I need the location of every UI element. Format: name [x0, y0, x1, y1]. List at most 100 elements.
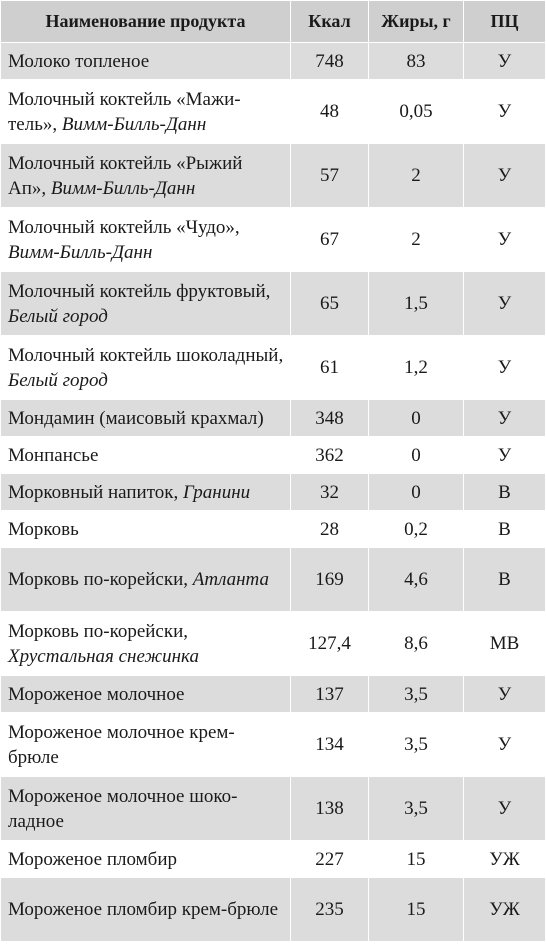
- manufacturer: Вимм-Билль-Данн: [8, 241, 153, 263]
- product-name-cell: Морковь по-корейски, Хрустальная снежинк…: [0, 611, 291, 676]
- product-name-cell: Мороженое молочное шоко-ладное: [0, 776, 291, 841]
- kcal-cell: 235: [290, 877, 369, 942]
- pc-cell: У: [463, 776, 546, 841]
- product-name-cell: Молочный коктейль фруктовый, Белый город: [0, 271, 291, 336]
- table-row: Мороженое пломбир 227 15 УЖ: [0, 840, 546, 878]
- product-name: Молочный коктейль «Рыжий Ап»,: [8, 152, 243, 199]
- pc-cell: У: [463, 675, 546, 713]
- pc-cell: УЖ: [463, 877, 546, 942]
- pc-cell: УЖ: [463, 840, 546, 878]
- table-row: Мондамин (маисовый крахмал) 348 0 У: [0, 399, 546, 437]
- fat-cell: 0,2: [368, 510, 464, 548]
- manufacturer: Вимм-Билль-Данн: [61, 113, 207, 135]
- fat-cell: 2: [368, 207, 464, 272]
- kcal-cell: 48: [290, 79, 369, 144]
- product-name: Мондамин (маисовый крахмал): [8, 407, 264, 429]
- product-name: Мороженое молочное шоко-ладное: [8, 785, 238, 832]
- pc-cell: У: [463, 207, 546, 272]
- product-name-cell: Морковь: [0, 510, 291, 548]
- product-name: Монпансье: [8, 444, 99, 466]
- kcal-cell: 362: [290, 436, 369, 474]
- fat-cell: 1,5: [368, 271, 464, 336]
- kcal-cell: 227: [290, 840, 369, 878]
- manufacturer: Хрустальная снежинка: [8, 645, 199, 667]
- product-name: Молочный коктейль фруктовый,: [8, 280, 271, 302]
- fat-cell: 15: [368, 840, 464, 878]
- product-name: Молоко топленое: [8, 50, 150, 72]
- manufacturer: Атланта: [192, 569, 270, 590]
- kcal-cell: 67: [290, 207, 369, 272]
- table-row: Морковный напиток, Гранини 32 0 В: [0, 473, 546, 511]
- product-name: Морковный напиток,: [8, 481, 183, 503]
- table-row: Молочный коктейль фруктовый, Белый город…: [0, 271, 546, 336]
- kcal-cell: 61: [290, 335, 369, 400]
- table-row: Мороженое пломбир крем-брюле 235 15 УЖ: [0, 877, 546, 942]
- fat-cell: 3,5: [368, 675, 464, 713]
- table-row: Мороженое молочное 137 3,5 У: [0, 675, 546, 713]
- pc-cell: У: [463, 436, 546, 474]
- fat-cell: 0: [368, 399, 464, 437]
- kcal-cell: 138: [290, 776, 369, 841]
- product-name-cell: Молочный коктейль «Мажи-тель», Вимм-Билл…: [0, 79, 291, 144]
- table-row: Молочный коктейль «Мажи-тель», Вимм-Билл…: [0, 79, 546, 144]
- product-name-cell: Мороженое молочное: [0, 675, 291, 713]
- kcal-cell: 65: [290, 271, 369, 336]
- table-row: Морковь по-корейски, Хрустальная снежинк…: [0, 611, 546, 676]
- product-name-cell: Молоко топленое: [0, 42, 291, 80]
- product-name-cell: Морковный напиток, Гранини: [0, 473, 291, 511]
- fat-cell: 2: [368, 143, 464, 208]
- product-name-cell: Молочный коктейль шоколадный, Белый горо…: [0, 335, 291, 400]
- column-header-pc: ПЦ: [463, 0, 546, 43]
- product-name: Молочный коктейль «Чудо»,: [8, 216, 240, 238]
- table-header-row: Наименование продукта Ккал Жиры, г ПЦ: [0, 0, 546, 43]
- table-row: Морковь по-корейски, Атланта 169 4,6 В: [0, 547, 546, 612]
- product-name-cell: Молочный коктейль «Чудо», Вимм-Билль-Дан…: [0, 207, 291, 272]
- kcal-cell: 748: [290, 42, 369, 80]
- pc-cell: В: [463, 473, 546, 511]
- product-name: Морковь: [8, 518, 79, 540]
- product-name: Мороженое пломбир: [8, 848, 177, 870]
- fat-cell: 0: [368, 473, 464, 511]
- product-name-cell: Мороженое молочное крем-брюле: [0, 712, 291, 777]
- fat-cell: 3,5: [368, 712, 464, 777]
- fat-cell: 1,2: [368, 335, 464, 400]
- pc-cell: В: [463, 510, 546, 548]
- pc-cell: У: [463, 143, 546, 208]
- product-name: Мороженое пломбир крем-брюле: [8, 899, 279, 920]
- kcal-cell: 348: [290, 399, 369, 437]
- manufacturer: Белый город: [8, 305, 108, 327]
- pc-cell: В: [463, 547, 546, 612]
- kcal-cell: 137: [290, 675, 369, 713]
- product-name-cell: Мондамин (маисовый крахмал): [0, 399, 291, 437]
- kcal-cell: 57: [290, 143, 369, 208]
- kcal-cell: 127,4: [290, 611, 369, 676]
- product-name-cell: Молочный коктейль «Рыжий Ап», Вимм-Билль…: [0, 143, 291, 208]
- kcal-cell: 134: [290, 712, 369, 777]
- product-name-cell: Мороженое пломбир: [0, 840, 291, 878]
- product-name: Мороженое молочное крем-брюле: [8, 721, 235, 768]
- product-name: Молочный коктейль «Мажи-тель»,: [8, 88, 241, 135]
- pc-cell: У: [463, 271, 546, 336]
- fat-cell: 83: [368, 42, 464, 80]
- product-name: Морковь по-корейски,: [8, 620, 189, 642]
- manufacturer: Вимм-Билль-Данн: [50, 177, 196, 199]
- fat-cell: 15: [368, 877, 464, 942]
- pc-cell: МВ: [463, 611, 546, 676]
- table-row: Молочный коктейль «Чудо», Вимм-Билль-Дан…: [0, 207, 546, 272]
- column-header-fat: Жиры, г: [368, 0, 464, 43]
- kcal-cell: 32: [290, 473, 369, 511]
- table-row: Мороженое молочное шоко-ладное 138 3,5 У: [0, 776, 546, 841]
- fat-cell: 0,05: [368, 79, 464, 144]
- manufacturer: Гранини: [182, 481, 251, 503]
- pc-cell: У: [463, 42, 546, 80]
- product-name-cell: Морковь по-корейски, Атланта: [0, 547, 291, 612]
- pc-cell: У: [463, 79, 546, 144]
- pc-cell: У: [463, 335, 546, 400]
- table-row: Молочный коктейль «Рыжий Ап», Вимм-Билль…: [0, 143, 546, 208]
- kcal-cell: 28: [290, 510, 369, 548]
- product-name-cell: Монпансье: [0, 436, 291, 474]
- fat-cell: 4,6: [368, 547, 464, 612]
- product-name: Морковь по-корейски,: [8, 569, 193, 590]
- column-header-name: Наименование продукта: [0, 0, 291, 43]
